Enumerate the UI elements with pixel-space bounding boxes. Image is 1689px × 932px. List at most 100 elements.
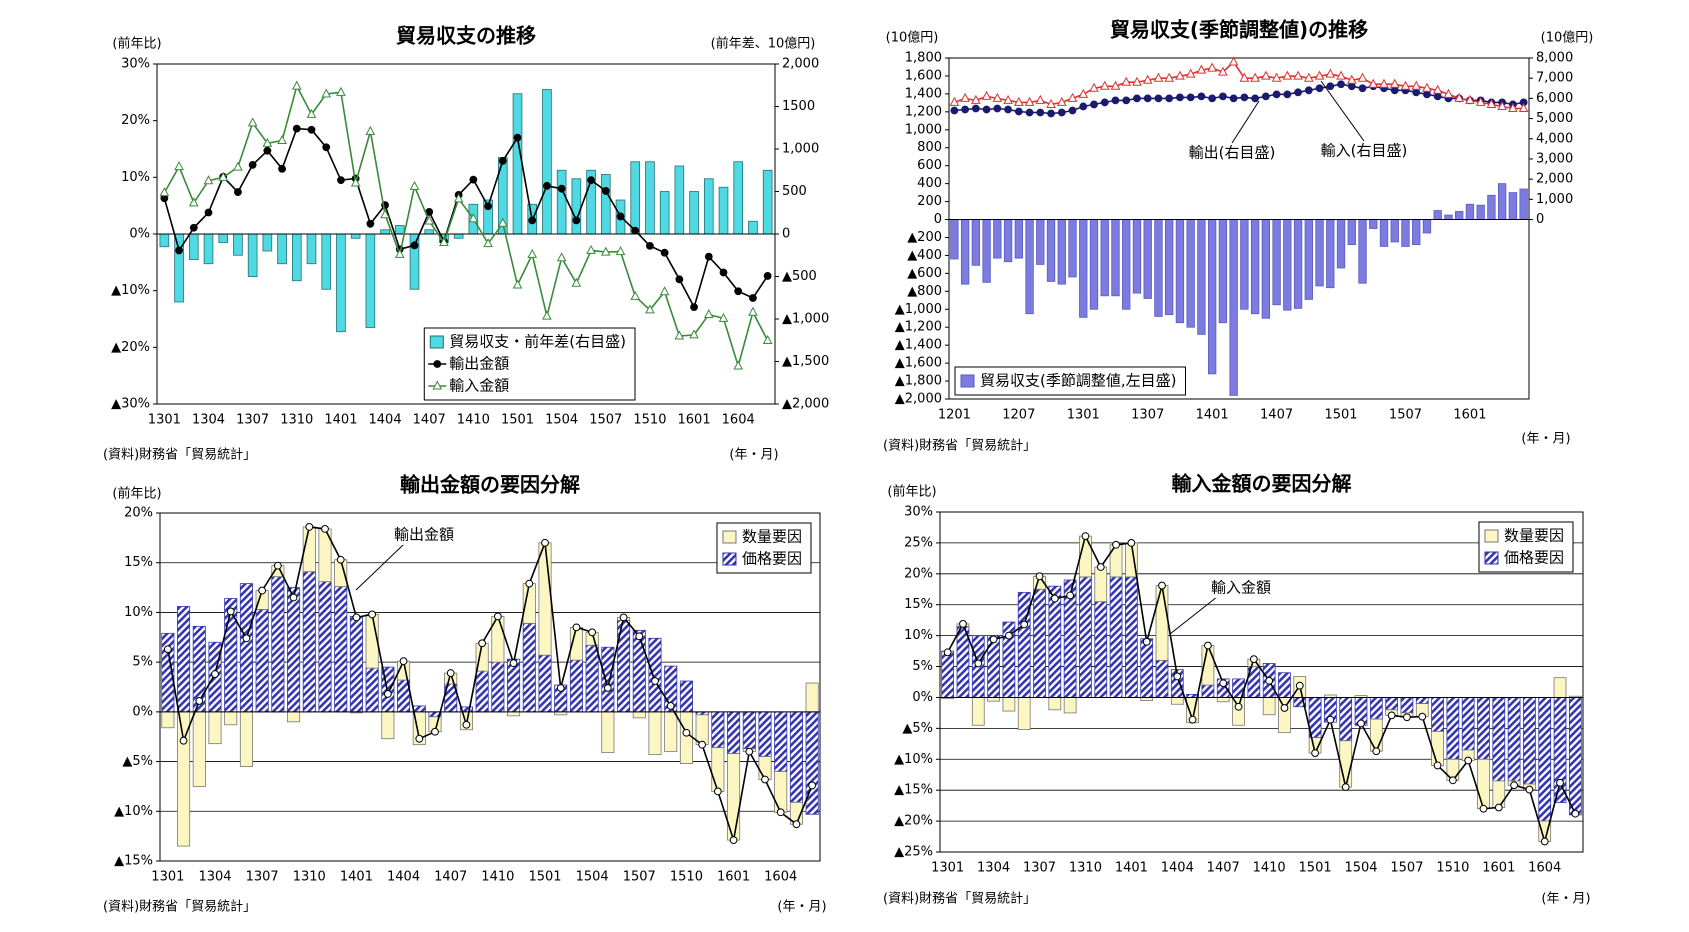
x-tick-label: 1507 <box>1390 861 1423 876</box>
x-tick-label: 1501 <box>528 870 561 885</box>
bar <box>601 711 615 754</box>
bar <box>208 711 222 745</box>
bar <box>350 233 361 239</box>
line-marker <box>748 306 758 316</box>
line-marker <box>1423 90 1431 99</box>
bar <box>1476 204 1485 220</box>
y-tick-label: ▲20% <box>111 340 150 355</box>
bar <box>987 697 1000 702</box>
line-marker <box>1315 84 1324 93</box>
bar <box>648 637 662 713</box>
line-marker <box>292 124 301 133</box>
legend-label: 価格要因 <box>742 550 802 568</box>
bar <box>703 178 714 235</box>
line-marker <box>433 360 442 368</box>
x-tick-label: 1410 <box>457 413 490 428</box>
bar <box>993 219 1002 259</box>
line-marker <box>971 94 981 104</box>
line-marker <box>675 275 684 284</box>
line-marker <box>462 720 471 729</box>
line-marker <box>1250 72 1260 82</box>
line-marker <box>992 92 1003 102</box>
y-tick-label: ▲1,400 <box>895 338 942 353</box>
line-marker <box>218 171 229 181</box>
chart-panel: 貿易収支(季節調整値)の推移 (10億円) (10億円) (資料)財務省「貿易統計」 (… <box>883 18 1593 454</box>
bar <box>512 93 523 235</box>
x-tick-label: 1404 <box>369 413 402 428</box>
line-marker <box>527 248 538 258</box>
bar <box>733 161 744 235</box>
bar <box>1250 219 1260 315</box>
plot-area <box>940 512 1583 852</box>
bar <box>1229 219 1238 396</box>
line-marker <box>600 246 611 256</box>
line-marker <box>1046 98 1056 108</box>
bar <box>950 219 959 260</box>
source-note: (資料)財務省「貿易統計」 <box>103 899 256 915</box>
y-tick-label: 10% <box>904 628 933 643</box>
line-marker <box>483 238 493 248</box>
y2-tick-label: 6,000 <box>1536 91 1573 106</box>
bar <box>239 711 253 767</box>
x-tick-label: 1604 <box>764 870 797 885</box>
line-marker <box>1272 90 1281 99</box>
y-tick-label: 5% <box>912 659 933 674</box>
bar <box>664 711 678 753</box>
x-axis-unit: (年・月) <box>1521 432 1570 447</box>
bar <box>1369 219 1378 229</box>
y-tick-label: ▲200 <box>907 230 942 245</box>
bar <box>1339 740 1353 788</box>
y-tick-label: 0% <box>132 704 153 719</box>
y-tick-label: ▲15% <box>894 783 933 798</box>
line-marker <box>1047 109 1055 118</box>
x-tick-label: 1401 <box>1115 861 1148 876</box>
line-marker <box>1133 94 1141 103</box>
bar <box>453 233 464 239</box>
bar <box>1272 219 1281 306</box>
line-marker <box>1403 713 1411 722</box>
line-marker <box>1479 804 1488 813</box>
line-marker <box>394 248 405 258</box>
line-marker <box>484 202 492 211</box>
line-marker <box>615 246 626 256</box>
line-marker <box>1185 68 1196 78</box>
x-tick-label: 1307 <box>1131 408 1164 423</box>
bar <box>711 747 725 792</box>
line-marker <box>749 294 757 302</box>
bar <box>381 711 395 740</box>
chart-title: 貿易収支の推移 <box>396 24 536 48</box>
bar <box>287 587 301 713</box>
bar <box>1431 697 1444 732</box>
x-tick-label: 1401 <box>1196 408 1229 423</box>
legend-label: 輸出金額 <box>449 355 509 373</box>
bar <box>380 229 390 235</box>
line-marker <box>336 555 345 564</box>
bar <box>192 711 206 787</box>
line-marker <box>1057 108 1066 117</box>
bar <box>1304 219 1313 300</box>
bar <box>1048 585 1062 698</box>
line-marker <box>278 164 286 173</box>
line-marker <box>588 628 597 637</box>
bar <box>648 711 662 756</box>
line-marker <box>1240 93 1249 102</box>
line-marker <box>1251 94 1260 103</box>
line-marker <box>1110 80 1121 90</box>
line-marker <box>1004 105 1012 114</box>
line-marker <box>704 252 713 261</box>
bar <box>1507 697 1521 782</box>
line-marker <box>497 217 508 227</box>
line-marker <box>189 223 198 232</box>
line-marker <box>674 330 685 340</box>
x-tick-label: 1507 <box>623 870 656 885</box>
line-marker <box>572 623 581 632</box>
line-marker <box>1035 94 1046 104</box>
y-tick-label: 0 <box>934 212 942 227</box>
bar <box>1046 219 1056 282</box>
bar <box>542 89 552 235</box>
bar <box>321 233 332 290</box>
line-marker <box>1422 82 1432 92</box>
line-marker <box>949 96 960 106</box>
x-tick-label: 1301 <box>151 870 184 885</box>
line-marker <box>305 523 314 531</box>
